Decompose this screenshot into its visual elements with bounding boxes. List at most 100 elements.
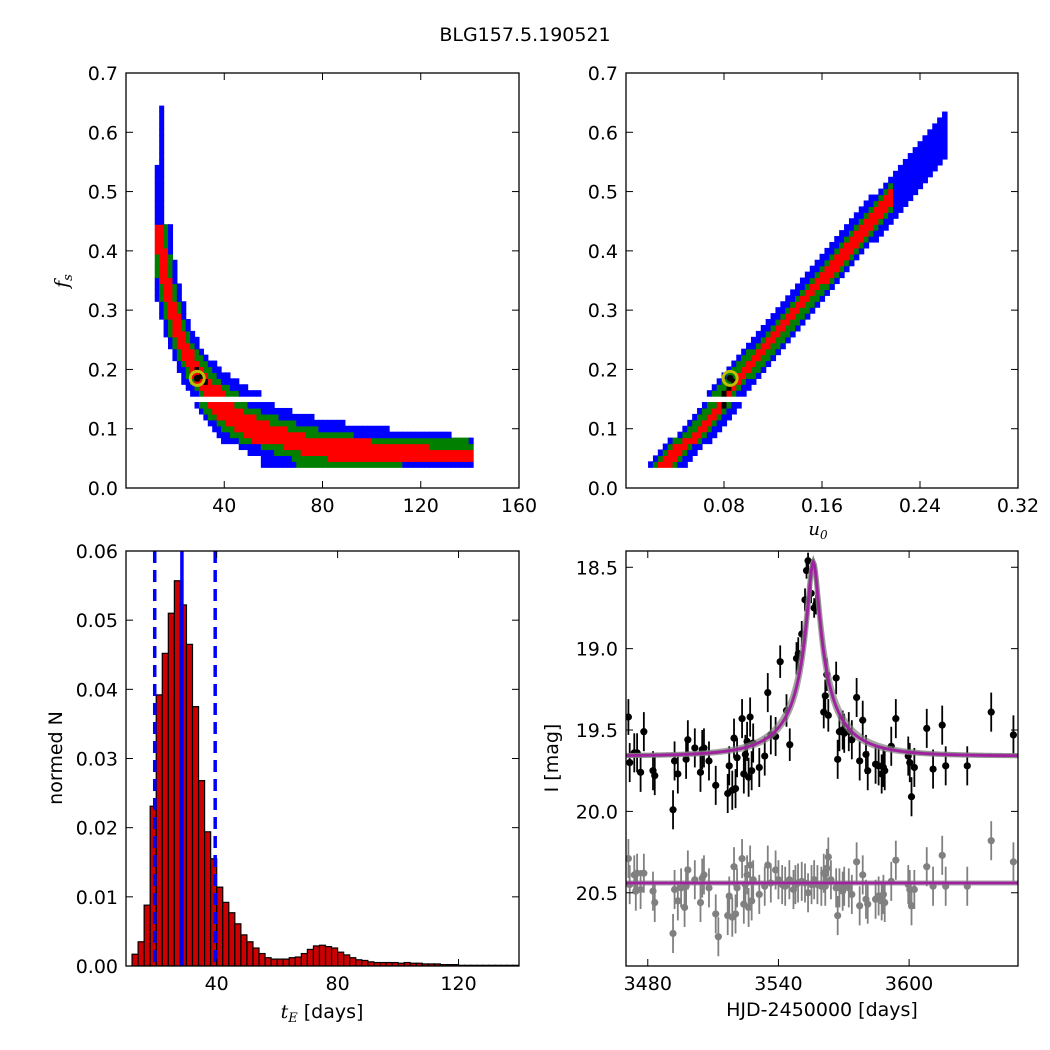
contour-cell <box>353 449 359 456</box>
contour-cell <box>168 259 174 267</box>
data-point <box>730 734 738 742</box>
contour-cell <box>922 158 928 166</box>
contour-cell <box>340 449 346 456</box>
contour-cell <box>839 236 845 243</box>
contour-cell <box>336 455 342 462</box>
contour-cell <box>721 402 728 409</box>
contour-cell <box>349 425 355 433</box>
contour-cell <box>225 419 231 427</box>
model-curve <box>626 554 1018 759</box>
contour-cell <box>667 437 674 445</box>
data-point <box>696 768 705 776</box>
y-tick-label: 0.2 <box>88 359 118 381</box>
contour-cell <box>331 449 337 456</box>
x-tick-label: 3480 <box>624 973 672 995</box>
data-point <box>674 770 682 778</box>
contour-cell <box>168 271 174 279</box>
contour-cell <box>858 230 865 237</box>
y-tick-label: 0.06 <box>76 541 118 563</box>
best-fit-marker <box>721 369 739 387</box>
contour-cell <box>375 437 381 445</box>
contour-cell <box>305 449 311 456</box>
contour-cell <box>868 200 875 207</box>
data-point <box>730 863 738 871</box>
contour-cell <box>203 378 209 385</box>
contour-cell <box>839 241 845 249</box>
x-tick-label: 3540 <box>754 973 802 995</box>
contour-cell <box>829 259 835 267</box>
data-point <box>804 557 812 565</box>
contour-cell <box>697 431 703 439</box>
contour-cell <box>243 431 249 439</box>
contour-cell <box>897 170 904 178</box>
contour-cell <box>389 443 395 451</box>
contour-cell <box>358 461 364 468</box>
contour-cell <box>450 461 456 468</box>
contour-cell <box>296 425 302 433</box>
contour-cell <box>804 283 811 290</box>
contour-cell <box>942 129 948 136</box>
contour-cell <box>159 313 165 320</box>
contour-cell <box>848 230 855 237</box>
contour-cell <box>353 455 359 462</box>
contour-cell <box>172 348 178 356</box>
contour-cell <box>809 271 816 279</box>
contour-cell <box>305 443 311 451</box>
contour-cell <box>154 206 160 213</box>
contour-cell <box>746 372 752 379</box>
contour-cell <box>212 390 218 397</box>
contour-cell <box>853 236 860 243</box>
data-point <box>651 898 659 907</box>
contour-cell <box>716 425 723 433</box>
contour-cell <box>868 218 875 225</box>
contour-cell <box>824 265 830 273</box>
data-point <box>856 902 864 910</box>
contour-cell <box>839 230 845 237</box>
contour-cell <box>340 425 346 433</box>
contour-cell <box>159 224 165 231</box>
contour-cell <box>726 384 732 391</box>
contour-cell <box>442 443 448 451</box>
data-point <box>906 758 914 767</box>
contour-cell <box>667 455 674 462</box>
contour-cell <box>795 307 801 314</box>
contour-cell <box>393 461 399 468</box>
contour-cell <box>296 431 302 439</box>
contour-cell <box>736 372 742 379</box>
contour-cell <box>804 295 811 302</box>
contour-cell <box>168 301 174 308</box>
contour-cell <box>207 372 213 379</box>
contour-cell <box>181 348 187 356</box>
axes: 0.08 0.16 0.24 0.32 0.0 0.1 0.2 0.3 0.4 0.5 0.6 0.7 <box>588 63 1039 517</box>
contour-cell <box>888 182 894 190</box>
contour-cell <box>234 419 240 427</box>
contour-cell <box>716 384 723 391</box>
contour-cell <box>176 336 182 344</box>
contour-cell <box>168 230 174 237</box>
histogram-bar <box>203 831 212 966</box>
contour-cell <box>194 402 200 409</box>
contour-cell <box>790 330 796 338</box>
contour-cell <box>706 431 713 439</box>
contour-cell <box>203 413 209 421</box>
contour-cell <box>799 283 806 290</box>
y-tick-label: 0.05 <box>76 610 118 632</box>
contour-cell <box>380 461 386 468</box>
histogram-bar <box>131 953 139 966</box>
contour-cell <box>260 455 266 462</box>
contour-cell <box>819 289 826 296</box>
contour-cell <box>652 461 659 468</box>
y-tick-label: 0.2 <box>588 359 618 381</box>
contour-cell <box>839 259 845 267</box>
contour-cell <box>203 384 209 391</box>
contour-cell <box>780 313 786 320</box>
data-point <box>764 688 772 697</box>
best-fit-dot <box>726 374 734 382</box>
contour-cell <box>207 384 213 391</box>
contour-cell <box>853 224 860 231</box>
contour-cell <box>159 194 165 202</box>
contour-cell <box>168 283 174 290</box>
contour-cell <box>411 461 417 468</box>
contour-cell <box>701 425 708 433</box>
contour-cell <box>878 206 884 213</box>
